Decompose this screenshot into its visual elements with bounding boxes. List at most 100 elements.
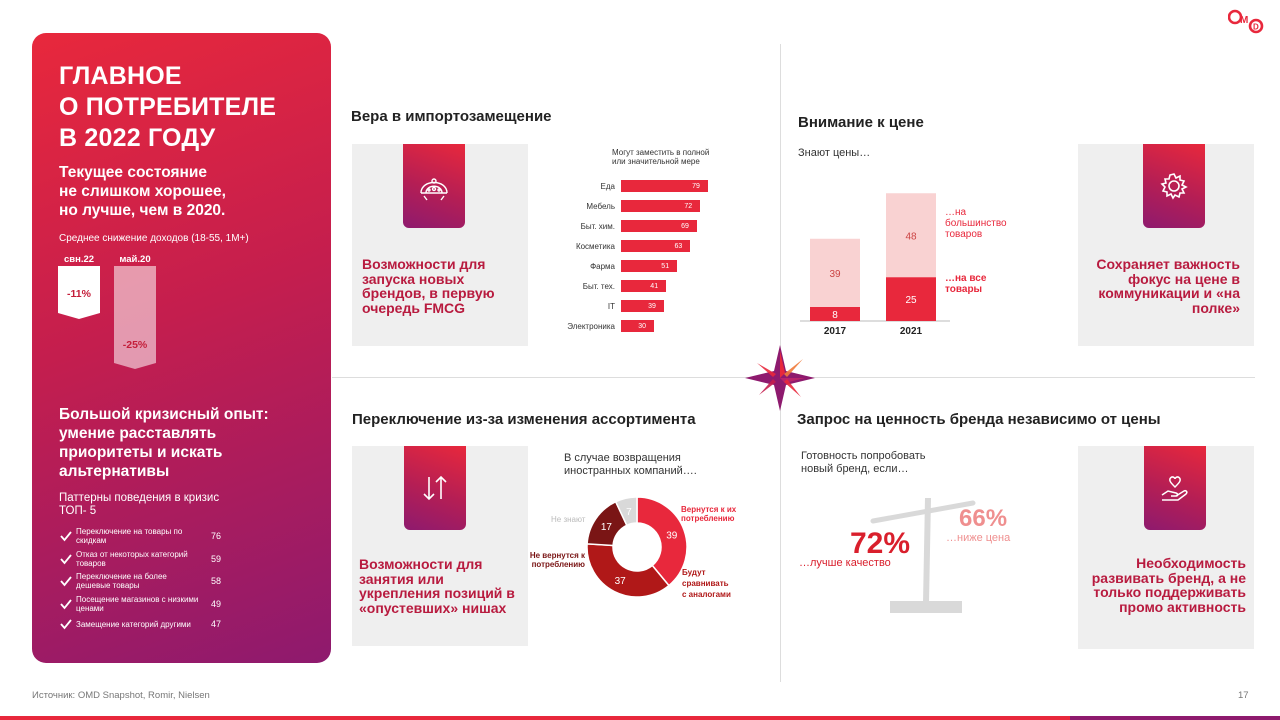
q1-card-text: Возможности для запуска новых брендов, в… [362, 256, 495, 316]
import-bar-chart: Еда 79 Мебель 72 Быт. хим. 69 Косметика 63 Фарма… [545, 180, 770, 340]
income-value-2022: -11% [67, 288, 91, 300]
pattern-row: Переключение на товары по скидкам 76 [59, 527, 229, 545]
svg-text:M: M [1240, 15, 1248, 26]
income-chevron-2020 [114, 359, 156, 369]
pattern-row: Замещение категорий другими 47 [59, 617, 229, 631]
bar-category-label: Мебель [586, 202, 615, 211]
bottom-accent-line-purple [1070, 716, 1280, 720]
q3-card: Возможности для занятия или укрепления п… [352, 446, 528, 646]
pattern-label: Переключение на товары по скидкам [76, 527, 183, 545]
q1-title: Вера в импортозамещение [351, 108, 552, 125]
bar-mark: 41 [621, 280, 667, 292]
q3-caption: В случае возвращения иностранных компани… [564, 452, 697, 477]
scales-icon [868, 493, 978, 623]
q4-left-label: …лучше качество [799, 557, 891, 569]
pattern-value: 47 [211, 619, 222, 629]
q3-card-text: Возможности для занятия или укрепления п… [359, 556, 515, 616]
price-stacked-chart: 8 39 2017 25 48 2021 [800, 193, 950, 337]
donut-slice [614, 496, 638, 527]
price-value-all: 8 [832, 310, 838, 321]
check-icon [60, 553, 72, 564]
bar-mark: 30 [621, 320, 654, 332]
panel-subtitle: Текущее состояние не слишком хорошее, но… [59, 164, 226, 219]
bar-mark: 79 [621, 180, 708, 192]
check-icon [60, 598, 72, 609]
price-value-most: 39 [829, 269, 841, 280]
q2-title: Внимание к цене [798, 114, 924, 131]
q1-icon-box [403, 144, 465, 228]
pattern-label: Замещение категорий другими [76, 619, 191, 629]
bar-mark: 69 [621, 220, 697, 232]
q2-card-text: Сохраняет важность фокус на цене в комму… [1096, 256, 1240, 316]
pattern-value: 58 [211, 576, 222, 586]
pattern-value: 49 [211, 598, 222, 609]
check-icon [60, 531, 72, 542]
bar-category-label: Быт. хим. [580, 222, 615, 231]
bar-category-label: Электроника [567, 322, 615, 331]
panel-title: ГЛАВНОЕ О ПОТРЕБИТЕЛЕ В 2022 ГОДУ [59, 62, 277, 152]
donut-slice [636, 496, 688, 587]
omd-logo: M D [1227, 8, 1266, 34]
pattern-label: Переключение на более дешевые товары [76, 572, 167, 590]
bar-category-label: Быт. тех. [582, 282, 615, 291]
bottom-accent-line [0, 716, 1280, 720]
donut-value: 39 [666, 530, 678, 541]
bar-mark: 51 [621, 260, 678, 272]
bar-category-label: Еда [600, 182, 615, 191]
q4-title: Запрос на ценность бренда независимо от … [797, 411, 1161, 428]
donut-label-return: Вернутся к их потреблению [681, 505, 737, 523]
bar-category-label: IT [607, 302, 615, 311]
q1-card: Возможности для запуска новых брендов, в… [352, 144, 528, 346]
bar-category-label: Косметика [575, 242, 615, 251]
patterns-title: Паттерны поведения в кризис ТОП- 5 [59, 492, 220, 517]
return-donut-chart: 39 37 17 7 [586, 496, 688, 598]
income-label-2020: май.20 [119, 254, 151, 265]
pattern-value: 76 [211, 531, 222, 541]
pattern-label: Отказ от некоторых категорий товаров [76, 549, 188, 568]
bar-mark: 63 [621, 240, 691, 252]
price-bar-most [886, 193, 936, 278]
price-value-all: 25 [905, 295, 917, 306]
donut-label-unknown: Не знают [551, 515, 586, 524]
page-number: 17 [1238, 690, 1249, 701]
income-chevron-2022 [58, 309, 100, 319]
swap-arrows-icon [423, 475, 447, 501]
heart-hand-icon [1161, 476, 1188, 501]
bar-category-label: Фарма [590, 262, 615, 271]
income-label-2022: свн.22 [63, 254, 95, 265]
pattern-value: 59 [211, 553, 222, 564]
price-value-most: 48 [905, 231, 917, 242]
price-bar-all [810, 307, 860, 321]
crisis-heading: Большой кризисный опыт: умение расставля… [59, 406, 269, 480]
check-icon [60, 619, 72, 630]
summary-panel: ГЛАВНОЕ О ПОТРЕБИТЕЛЕ В 2022 ГОДУ Текуще… [32, 33, 331, 663]
pattern-row: Посещение магазинов с низкими ценами 49 [59, 595, 229, 613]
q2-icon-box [1143, 144, 1205, 228]
q4-card: Необходимость развивать бренд, а не толь… [1078, 446, 1254, 649]
q4-icon-box [1144, 446, 1206, 530]
q3-icon-box [404, 446, 466, 530]
bar-mark: 72 [621, 200, 701, 212]
q4-right-value: 66% [959, 505, 1008, 532]
svg-text:D: D [1253, 23, 1259, 32]
donut-value: 17 [601, 522, 613, 533]
income-caption: Среднее снижение доходов (18-55, 1М+) [59, 233, 249, 244]
q2-label-most: …на большинство товаров [945, 207, 1007, 240]
q4-caption: Готовность попробовать новый бренд, если… [801, 450, 926, 475]
donut-slice [586, 543, 670, 598]
source-footer: Источник: OMD Snapshot, Romir, Nielsen [32, 690, 210, 701]
price-bar-all [886, 277, 936, 321]
q4-right-label: …ниже цена [946, 532, 1011, 544]
price-year-label: 2021 [900, 326, 923, 337]
price-bar-most [810, 238, 860, 307]
gear-icon [1160, 173, 1188, 200]
q4-left-value: 72% [850, 527, 911, 560]
q3-title: Переключение из-за изменения ассортимент… [352, 411, 696, 428]
kokoshnik-icon [420, 178, 448, 201]
q2-caption: Знают цены… [798, 147, 871, 159]
check-icon [60, 576, 72, 587]
donut-label-notreturn: Не вернутся к потреблению [529, 551, 585, 569]
pattern-row: Отказ от некоторых категорий товаров 59 [59, 550, 229, 568]
q2-label-all: …на все товары [945, 273, 987, 295]
donut-value: 7 [626, 507, 632, 518]
